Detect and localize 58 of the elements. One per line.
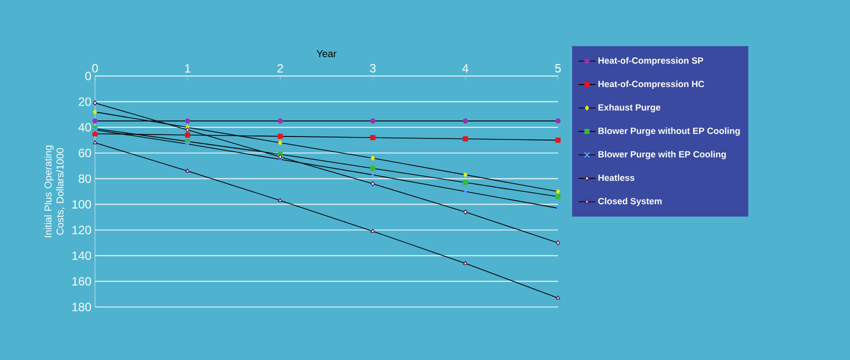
point	[92, 118, 98, 124]
point	[556, 240, 560, 246]
point	[185, 118, 190, 124]
point	[185, 168, 190, 172]
y-axis-title: Initial Plus Operating Costs, Dollars/1000	[44, 146, 65, 238]
point	[463, 209, 468, 215]
y-tick-label: 120	[72, 226, 92, 234]
point	[186, 127, 190, 132]
legend-label: Blower Purge without EP Cooling	[598, 127, 740, 136]
point	[370, 228, 376, 233]
x-tick-label: 3	[370, 64, 376, 72]
point	[92, 131, 98, 136]
y-tick-label: 60	[78, 148, 92, 158]
legend-label: Exhaust Purge	[598, 104, 660, 112]
point	[462, 118, 468, 124]
legend-label: Heat-of-Compression HC	[598, 80, 704, 89]
legend-label: Heatless	[598, 174, 634, 181]
point	[462, 180, 468, 186]
legend-label: Closed System	[598, 198, 662, 206]
point	[463, 260, 468, 265]
point	[92, 109, 98, 115]
x-tick-label: 5	[555, 64, 561, 72]
point	[278, 140, 282, 146]
point	[92, 100, 98, 106]
point	[555, 205, 561, 212]
point	[462, 136, 468, 142]
point	[555, 138, 561, 143]
y-tick-label: 160	[72, 277, 92, 286]
x-tick-label: 1	[185, 64, 190, 72]
point	[555, 118, 561, 124]
point	[370, 156, 375, 161]
point	[92, 140, 98, 144]
y-tick-label: 180	[72, 302, 92, 312]
point	[463, 172, 468, 178]
point	[278, 154, 282, 160]
y-tick-label: 20	[78, 97, 92, 106]
point	[370, 166, 376, 171]
point	[556, 295, 560, 300]
point	[370, 118, 376, 124]
x-axis-title: Year	[316, 50, 336, 58]
point	[555, 194, 561, 200]
y-tick-label: 40	[78, 123, 92, 132]
y-tick-label: 140	[72, 251, 92, 260]
point	[370, 135, 376, 140]
x-tick-label: 0	[92, 64, 98, 72]
y-tick-label: 100	[72, 200, 92, 209]
point	[278, 198, 282, 202]
x-tick-label: 2	[277, 64, 283, 72]
point	[278, 134, 283, 139]
point	[185, 132, 190, 138]
y-tick-label: 0	[85, 72, 92, 80]
legend-label: Blower Purge with EP Cooling	[598, 150, 726, 160]
y-tick-label: 80	[78, 174, 92, 183]
point	[556, 188, 560, 194]
x-tick-label: 4	[462, 64, 468, 72]
legend-label: Heat-of-Compression SP	[598, 57, 704, 66]
point	[278, 118, 283, 124]
point	[370, 181, 375, 186]
